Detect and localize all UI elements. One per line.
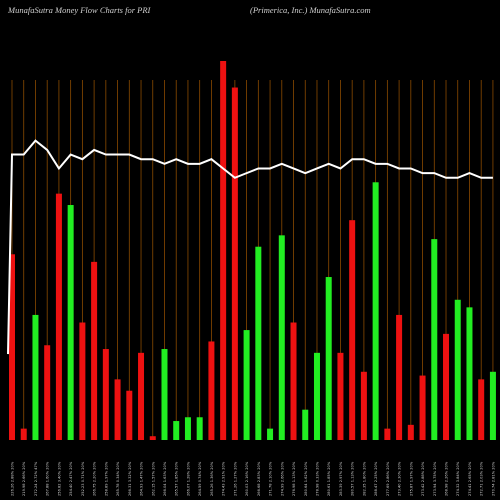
bar-17 bbox=[208, 341, 215, 440]
bar-8 bbox=[102, 349, 109, 440]
bar-7 bbox=[91, 261, 98, 440]
bar-32 bbox=[384, 428, 391, 440]
x-tick-label: 272.71 2.03% 20% bbox=[480, 461, 484, 496]
x-tick-label: 260.03 2.16% 20% bbox=[245, 461, 249, 496]
bar-13 bbox=[161, 349, 168, 440]
x-tick-label: 266.07 1.28% 20% bbox=[186, 461, 190, 496]
x-tick-label: 276.98 1.13% 20% bbox=[292, 461, 296, 496]
bar-15 bbox=[184, 417, 191, 440]
bar-41 bbox=[489, 371, 496, 440]
chart-title: MunafaSutra Money Flow Charts for PRI bbox=[8, 5, 151, 15]
x-tick-label: 280.61 1.85% 20% bbox=[327, 461, 331, 496]
bar-20 bbox=[243, 330, 250, 440]
bar-37 bbox=[443, 333, 450, 440]
bar-0 bbox=[9, 254, 15, 440]
bar-28 bbox=[337, 352, 344, 440]
x-tick-label: 268.98 2.26% 20% bbox=[445, 461, 449, 496]
x-tick-label: 273.94 3.75% 20% bbox=[433, 461, 437, 496]
bar-30 bbox=[360, 371, 367, 440]
x-tick-label: 282.35 1.80% 20% bbox=[362, 461, 366, 496]
bar-3 bbox=[44, 345, 51, 440]
x-tick-label: 273.42 2.88% 20% bbox=[421, 461, 425, 496]
bar-18 bbox=[220, 61, 227, 440]
bar-33 bbox=[396, 314, 403, 440]
x-tick-label: 288.47 2.25% 20% bbox=[374, 461, 378, 496]
bar-35 bbox=[419, 375, 426, 440]
x-tick-label: 265.26 1.36% 20% bbox=[210, 461, 214, 496]
bar-27 bbox=[325, 277, 332, 440]
x-tick-label: 274.41 2.65% 20% bbox=[468, 461, 472, 496]
x-tick-label: 252.23 0.71% 20% bbox=[81, 461, 85, 496]
x-tick-label: 254.40 2.47% 20% bbox=[69, 461, 73, 496]
x-tick-label: 265.57 1.85% 20% bbox=[175, 461, 179, 496]
bar-40 bbox=[478, 379, 485, 440]
bar-26 bbox=[313, 352, 320, 440]
bar-23 bbox=[278, 235, 285, 440]
x-tick-label: 273.40 2.30% 20% bbox=[398, 461, 402, 496]
bar-38 bbox=[454, 299, 461, 440]
bar-14 bbox=[173, 421, 180, 440]
x-tick-label: 280.64 1.62% 20% bbox=[304, 461, 308, 496]
x-tick-label: 267.88 1.60% 20% bbox=[46, 461, 50, 496]
x-tick-label: 266.68 2.83% 20% bbox=[257, 461, 261, 496]
bar-2 bbox=[32, 314, 39, 440]
x-tick-label: 274.32 3.84% 20% bbox=[456, 461, 460, 496]
bar-22 bbox=[267, 428, 274, 440]
x-tick-label: 275.87 1.97% 20% bbox=[409, 461, 413, 496]
bar-36 bbox=[431, 239, 438, 440]
bar-11 bbox=[138, 352, 145, 440]
bar-21 bbox=[255, 246, 262, 440]
x-tick-label: 278.98 0.33% 20% bbox=[315, 461, 319, 496]
x-tick-label: 264.93 1.47% 20% bbox=[140, 461, 144, 496]
x-tick-label: 277.69 2.86% 20% bbox=[386, 461, 390, 496]
bar-19 bbox=[231, 87, 238, 440]
site-title: (Primerica, Inc.) MunafaSutra.com bbox=[250, 5, 371, 15]
x-tick-label: 271.78 2.10% 20% bbox=[269, 461, 273, 496]
x-tick-label: 256.82 3.40% 20% bbox=[57, 461, 61, 496]
x-tick-label: 271.26 1.27% 20% bbox=[233, 461, 237, 496]
bar-1 bbox=[20, 428, 27, 440]
bar-5 bbox=[67, 205, 74, 440]
x-tick-label: 219.98 2.66% 20% bbox=[22, 461, 26, 496]
x-tick-label: 280.57 1.13% 20% bbox=[351, 461, 355, 496]
x-tick-label: 274.99 2.66% 20% bbox=[280, 461, 284, 496]
x-tick-label: 270.74 2.81% 20% bbox=[491, 461, 495, 496]
price-line bbox=[7, 139, 493, 355]
x-tick-label: 272.24 2.72% 47% bbox=[34, 461, 38, 496]
bar-9 bbox=[114, 379, 121, 440]
x-tick-label: 262.15 1.57% 20% bbox=[151, 461, 155, 496]
bar-25 bbox=[302, 409, 309, 440]
bar-16 bbox=[196, 417, 203, 440]
bar-10 bbox=[126, 390, 133, 440]
bar-29 bbox=[349, 220, 356, 440]
x-tick-label: 258.89 1.97% 20% bbox=[104, 461, 108, 496]
x-tick-label: 266.04 1.63% 20% bbox=[163, 461, 167, 496]
price-line-series bbox=[7, 139, 493, 355]
x-tick-label: 283.39 2.97% 20% bbox=[339, 461, 343, 496]
bar-24 bbox=[290, 322, 297, 440]
x-tick-label: 265.78 0.34% 20% bbox=[116, 461, 120, 496]
bar-39 bbox=[466, 307, 473, 440]
bar-4 bbox=[55, 193, 62, 440]
x-tick-label: 264.59 0.74% 20% bbox=[198, 461, 202, 496]
bar-31 bbox=[372, 182, 379, 440]
bar-12 bbox=[149, 436, 156, 440]
bar-series bbox=[9, 61, 496, 440]
bar-6 bbox=[79, 322, 86, 440]
x-tick-label: 266.31 3.32% 20% bbox=[128, 461, 132, 496]
x-tick-label: 226.26 2.88% 20% bbox=[11, 461, 15, 496]
x-tick-label: 274.43 2.91% 20% bbox=[222, 461, 226, 496]
x-axis-labels: 226.26 2.88% 20% 219.98 2.66% 20% 272.24 2… bbox=[11, 461, 496, 496]
x-tick-label: 266.75 2.20% 20% bbox=[93, 461, 97, 496]
bar-34 bbox=[407, 424, 414, 440]
